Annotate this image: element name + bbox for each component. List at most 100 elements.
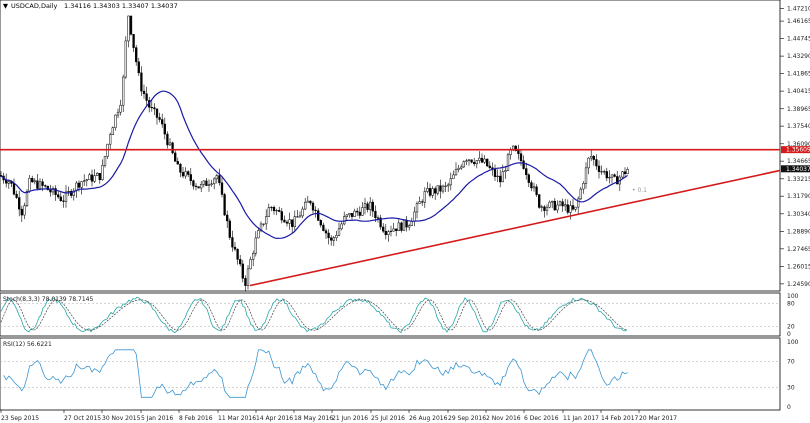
candle-body (25, 190, 29, 207)
candle-body (166, 133, 169, 146)
candle-body (361, 207, 364, 216)
candle-body (142, 90, 146, 94)
candle-body (18, 197, 21, 210)
candle-body (564, 204, 567, 207)
candle-body (111, 127, 114, 135)
candle-body (597, 165, 601, 172)
candle-body (470, 159, 473, 163)
candle-body (109, 134, 112, 145)
candle-body (38, 181, 42, 189)
stochastic-panel[interactable] (0, 292, 781, 337)
candle-body (449, 178, 452, 186)
price-tick-label: 1.28890 (787, 228, 810, 235)
candle-body (44, 185, 47, 187)
candle-body (31, 177, 34, 183)
candle-body (387, 231, 390, 236)
candle-body (530, 182, 533, 189)
candle-body (408, 225, 411, 228)
candle-body (275, 210, 278, 212)
candle-body (293, 216, 296, 227)
menu-arrow-icon[interactable]: ▼ (3, 2, 8, 10)
candle-body (187, 171, 190, 175)
candle-body (280, 211, 283, 221)
candle-body (395, 228, 398, 232)
candle-body (70, 191, 73, 196)
candle-body (218, 175, 221, 184)
candle-body (452, 174, 455, 179)
candle-body (135, 47, 138, 63)
candle-body (392, 228, 395, 232)
stochastic-level-label: 0 (787, 331, 791, 338)
candle-body (176, 161, 179, 165)
candle-body (233, 246, 237, 250)
candle-body (426, 188, 429, 192)
candle-body (371, 201, 374, 212)
candle-body (98, 172, 101, 181)
candle-body (348, 213, 351, 216)
candle-body (571, 205, 575, 210)
time-tick-label: 20 Mar 2017 (639, 415, 677, 422)
rsi-line (3, 349, 628, 398)
candle-body (7, 181, 10, 184)
candle-body (101, 165, 104, 181)
candle-body (535, 186, 538, 195)
candle-body (85, 179, 88, 181)
candle-body (36, 180, 39, 189)
candle-body (226, 214, 229, 222)
support-trendline (249, 169, 781, 287)
ohlc-values: 1.34116 1.34303 1.33407 1.34037 (64, 2, 178, 10)
candle-body (428, 188, 432, 196)
candle-body (210, 183, 213, 185)
candle-body (465, 160, 468, 162)
time-tick-label: 5 Jan 2016 (141, 415, 173, 422)
candle-body (150, 106, 153, 109)
candle-body (228, 220, 231, 238)
candle-body (288, 219, 291, 224)
candle-body (382, 226, 385, 232)
candle-body (421, 201, 424, 203)
candle-body (83, 180, 86, 182)
time-tick-label: 14 Feb 2017 (601, 415, 639, 422)
candle-body (202, 180, 205, 185)
candle-body (244, 278, 247, 286)
price-tick-label: 1.41865 (787, 70, 810, 77)
candle-body (553, 200, 556, 211)
candle-body (358, 211, 361, 216)
candle-body (605, 171, 608, 179)
candle-body (478, 157, 481, 161)
rsi-level-label: 70 (787, 359, 795, 366)
rsi-level-label: 30 (787, 385, 795, 392)
candle-body (595, 159, 598, 167)
price-tick-label: 1.36090 (787, 141, 810, 148)
stochastic-level-label: 80 (787, 301, 795, 308)
candle-body (64, 191, 68, 202)
candle-body (418, 201, 421, 204)
candle-body (114, 114, 117, 128)
stochastic-level-label: 20 (787, 323, 795, 330)
time-tick-label: 29 Sep 2016 (448, 415, 486, 422)
candle-body (363, 203, 367, 208)
candle-body (90, 174, 94, 182)
candle-body (309, 200, 312, 204)
candle-body (480, 157, 484, 163)
candle-body (457, 167, 460, 170)
candle-body (184, 171, 187, 177)
candle-body (623, 171, 627, 175)
candle-body (584, 167, 588, 184)
candle-body (272, 207, 276, 212)
candle-body (340, 223, 343, 230)
candle-body (626, 169, 629, 175)
price-tick-label: 1.26015 (787, 264, 810, 271)
candle-body (207, 184, 211, 186)
candle-body (337, 228, 341, 236)
candle-body (467, 159, 471, 161)
candle-body (28, 177, 31, 192)
candle-body (20, 208, 23, 216)
time-tick-label: 30 Nov 2015 (102, 415, 141, 422)
candle-body (49, 189, 52, 193)
candle-body (163, 123, 166, 135)
time-tick-label: 11 Mar 2016 (218, 415, 256, 422)
main-price-panel[interactable] (0, 0, 781, 292)
rsi-panel[interactable] (0, 337, 781, 411)
